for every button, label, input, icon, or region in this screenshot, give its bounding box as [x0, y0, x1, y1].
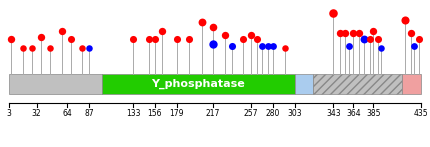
Point [198, 21, 205, 23]
Point [46, 47, 53, 49]
Point [58, 30, 65, 32]
Point [360, 37, 367, 40]
Bar [402, 74, 421, 94]
Text: 32: 32 [32, 109, 42, 118]
Text: 3: 3 [6, 109, 12, 118]
Point [330, 11, 337, 14]
Point [20, 47, 27, 49]
Bar [101, 74, 295, 94]
Text: 257: 257 [244, 109, 258, 118]
Point [239, 37, 246, 40]
Point [158, 30, 165, 32]
Point [270, 45, 276, 47]
Point [281, 47, 288, 49]
Point [408, 32, 415, 34]
Point [129, 37, 136, 40]
Text: 156: 156 [147, 109, 162, 118]
Point [146, 37, 153, 40]
Point [411, 45, 418, 47]
Point [210, 43, 217, 45]
Point [258, 45, 265, 47]
Point [151, 37, 158, 40]
Bar [313, 74, 402, 94]
Point [346, 45, 353, 47]
Point [222, 34, 229, 36]
Point [415, 37, 422, 40]
Text: 343: 343 [326, 109, 341, 118]
Point [336, 32, 343, 34]
Text: 133: 133 [126, 109, 140, 118]
Point [229, 45, 236, 47]
Text: 385: 385 [366, 109, 381, 118]
Text: 364: 364 [346, 109, 360, 118]
Text: 179: 179 [169, 109, 184, 118]
Point [254, 37, 261, 40]
Point [37, 36, 44, 38]
Point [356, 32, 362, 34]
Point [79, 47, 86, 49]
Point [341, 32, 348, 34]
Text: 217: 217 [206, 109, 220, 118]
Text: 435: 435 [414, 109, 428, 118]
Point [375, 37, 381, 40]
Point [68, 37, 74, 40]
Point [173, 37, 180, 40]
Text: 87: 87 [84, 109, 94, 118]
Point [186, 37, 193, 40]
Point [210, 26, 217, 29]
Point [8, 37, 15, 40]
Point [28, 47, 35, 49]
Point [86, 47, 92, 49]
Point [401, 19, 408, 21]
Text: 303: 303 [288, 109, 302, 118]
Bar [9, 74, 101, 94]
Point [265, 45, 272, 47]
Point [248, 34, 255, 36]
Point [350, 32, 356, 34]
Point [378, 47, 384, 49]
Point [367, 37, 374, 40]
Bar [295, 74, 313, 94]
Point [370, 30, 377, 32]
Text: Y_phosphatase: Y_phosphatase [151, 79, 245, 89]
Text: 280: 280 [266, 109, 280, 118]
Text: 64: 64 [62, 109, 72, 118]
